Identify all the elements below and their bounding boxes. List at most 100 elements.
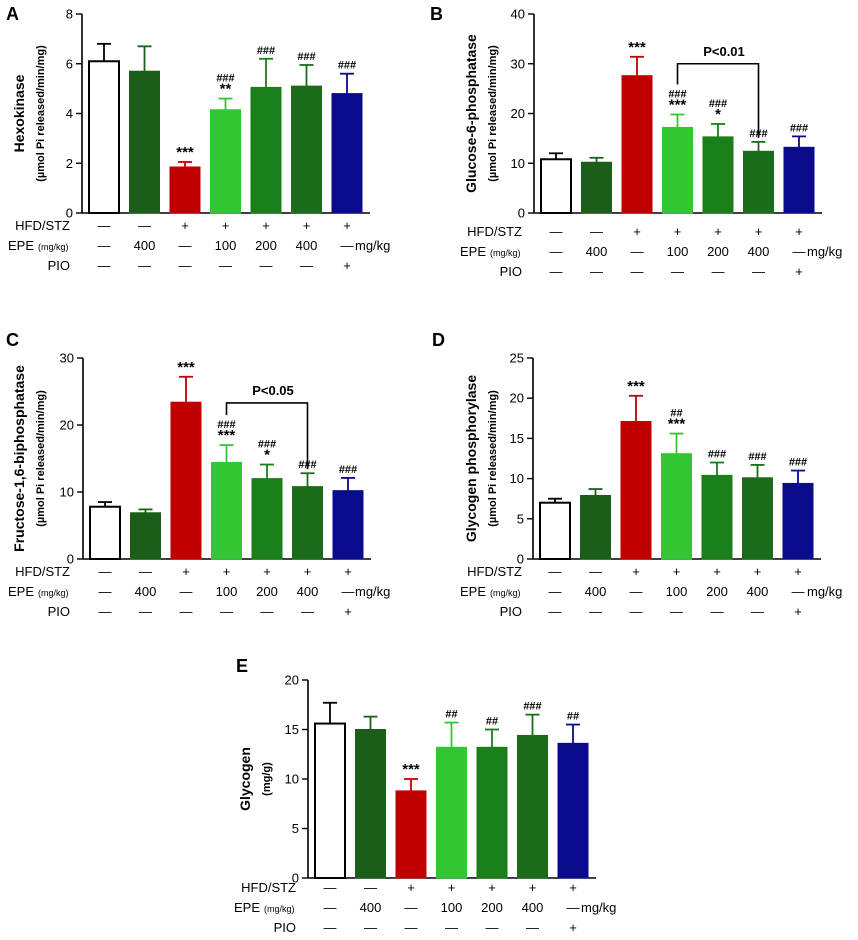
panel-c-cell-hfd: — <box>139 564 152 579</box>
panel-b-bar <box>581 161 612 214</box>
panel-b-y-tick-label: 40 <box>511 7 525 22</box>
panel-c-cell-epe: — <box>99 584 112 599</box>
panel-e-row-label-pio: PIO <box>274 920 296 935</box>
panel-a-cell-pio: — <box>300 258 313 273</box>
panel-c-significance-label: ### <box>258 439 276 451</box>
panel-b-bracket <box>676 62 760 138</box>
panel-b-cell-pio: — <box>712 264 725 279</box>
panel-e-letter: E <box>236 656 248 676</box>
panel-e-cell-epe: 100 <box>441 900 463 915</box>
panel-c-row-label-pio: PIO <box>48 604 70 619</box>
panel-d-bar <box>580 494 611 560</box>
panel-b-letter: B <box>430 4 443 24</box>
panel-c-cell-pio: + <box>344 604 352 619</box>
panel-a-y-axis-label: Hexokinase <box>11 74 27 152</box>
panel-c-significance-label: *** <box>218 427 236 444</box>
panel-c-y-tick-label: 0 <box>67 552 74 567</box>
panel-e-bar <box>314 722 346 879</box>
panel-c-row-label-hfd: HFD/STZ <box>15 564 70 579</box>
panel-c-cell-epe: 400 <box>135 584 157 599</box>
panel-a-y-tick-label: 0 <box>66 206 73 221</box>
panel-e-y-tick-label: 5 <box>292 821 299 836</box>
panel-e-bar <box>476 746 508 879</box>
panel-b-y-axis-label: Glucose-6-phosphatase <box>463 34 479 193</box>
panel-a-cell-hfd: + <box>222 218 230 233</box>
panel-c-cell-pio: — <box>301 604 314 619</box>
panel-a-cell-epe: — <box>179 238 192 253</box>
panel-d-significance-label: ### <box>748 451 766 463</box>
panel-a-significance-label: ### <box>257 45 275 57</box>
panel-c-y-axis-label: Fructose-1,6-biphosphatase <box>11 365 27 552</box>
panel-c-cell-epe: 100 <box>216 584 238 599</box>
panel-b-bar <box>662 126 693 214</box>
panel-d-cell-hfd: + <box>673 564 681 579</box>
panel-e-bar <box>557 742 589 879</box>
panel-d-cell-pio: — <box>589 604 602 619</box>
panel-c-cell-hfd: + <box>263 564 271 579</box>
panel-a-cell-epe: 200 <box>255 238 277 253</box>
panel-b-significance-label: ### <box>709 98 727 110</box>
panel-b-significance-label: *** <box>669 96 687 113</box>
panel-e-cell-epe: — <box>405 900 418 915</box>
panel-d-y-axis-sublabel: (µmol Pi released/min/mg) <box>487 390 499 527</box>
panel-c-letter: C <box>6 330 19 350</box>
panel-d-letter: D <box>432 330 445 350</box>
panel-b-y-tick-label: 10 <box>511 156 525 171</box>
panel-a-y-tick-label: 2 <box>66 156 73 171</box>
panel-e-cell-pio: — <box>405 920 418 935</box>
panel-a-significance-label: ### <box>216 73 234 85</box>
panel-d-cell-pio: + <box>794 604 802 619</box>
panel-d-significance-label: *** <box>668 416 686 433</box>
panel-d-row-label-pio: PIO <box>500 604 522 619</box>
panel-c-cell-hfd: — <box>99 564 112 579</box>
panel-d-y-tick-label: 10 <box>510 471 524 486</box>
panel-d: D Glycogen phosphorylase (µmol Pi released… <box>432 330 842 619</box>
panel-b-row-label-hfd: HFD/STZ <box>467 224 522 239</box>
panel-b-cell-pio: — <box>550 264 563 279</box>
panel-c-significance-label: * <box>264 447 270 464</box>
panel-b-cell-pio: — <box>752 264 765 279</box>
panel-e-significance-label: *** <box>402 761 420 778</box>
panel-d-y-tick-label: 25 <box>510 351 524 366</box>
panel-e-cell-epe: 200 <box>481 900 503 915</box>
panel-c-y-tick-label: 20 <box>60 418 74 433</box>
panel-e-cell-pio: — <box>324 920 337 935</box>
panel-e-cell-pio: — <box>526 920 539 935</box>
panel-d-cell-hfd: + <box>713 564 721 579</box>
panel-a-row-label-pio: PIO <box>48 258 70 273</box>
panel-b-bar <box>702 136 734 214</box>
panel-c-bar <box>130 512 161 560</box>
panel-c-cell-hfd: + <box>344 564 352 579</box>
panel-b-cell-epe: 400 <box>748 244 770 259</box>
panel-e-cell-pio: + <box>569 920 577 935</box>
panel-e-bar <box>355 729 386 879</box>
panel-b-cell-hfd: + <box>633 224 641 239</box>
panel-b-cell-pio: — <box>671 264 684 279</box>
panel-c-p-value-label: P<0.05 <box>252 383 294 398</box>
panel-d-cell-pio: — <box>549 604 562 619</box>
panel-c-significance-label: *** <box>177 359 195 376</box>
panel-e-cell-pio: — <box>486 920 499 935</box>
panel-a-row-unit: mg/kg <box>355 238 390 253</box>
panel-e-y-tick-label: 0 <box>292 871 299 886</box>
panel-c-cell-epe: 400 <box>297 584 319 599</box>
panel-c-cell-hfd: + <box>223 564 231 579</box>
panel-c-cell-pio: — <box>180 604 193 619</box>
panel-b-significance-label: * <box>715 106 721 123</box>
panel-a-significance-label: ** <box>220 81 232 98</box>
panel-d-y-tick-label: 15 <box>510 431 524 446</box>
panel-c-bracket <box>225 402 309 470</box>
panel-a-bar <box>169 166 201 214</box>
panel-e-significance-label: ## <box>445 709 457 721</box>
panel-d-cell-epe: — <box>549 584 562 599</box>
panel-b-cell-hfd: + <box>714 224 722 239</box>
panel-d-bar <box>539 501 571 560</box>
panel-b-bar <box>783 146 815 214</box>
panel-e-y-axis-sublabel: (mg/g) <box>261 762 273 796</box>
panel-e-cell-hfd: — <box>324 880 337 895</box>
panel-c-bar <box>251 478 283 560</box>
panel-e-y-tick-label: 15 <box>285 722 299 737</box>
panel-e-row-label-epe: EPE (mg/kg) <box>234 900 295 915</box>
panel-e-bar <box>517 734 548 879</box>
